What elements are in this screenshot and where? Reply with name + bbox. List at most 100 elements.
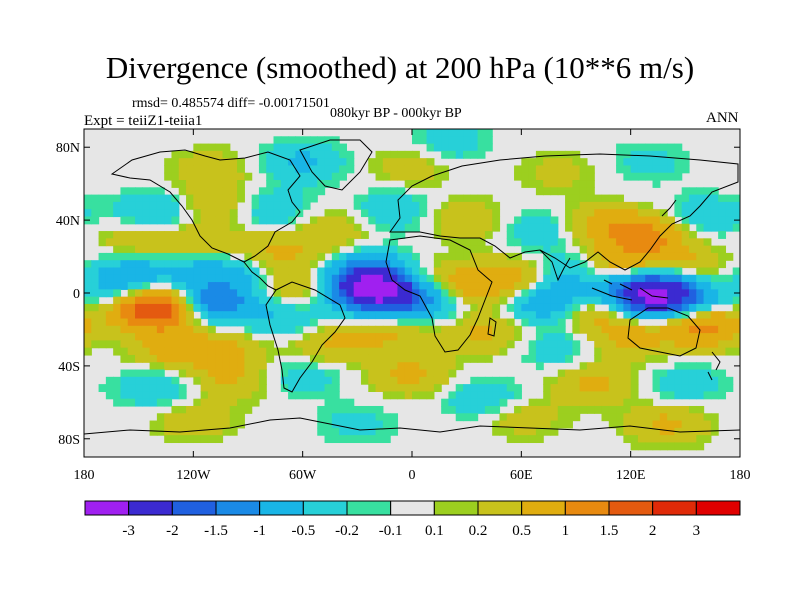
field-cell [193,362,202,371]
field-cell [426,391,435,400]
field-cell [579,289,588,298]
field-cell [499,282,508,290]
field-cell [463,209,471,218]
field-cell [280,362,289,371]
field-cell [688,296,697,305]
field-cell [448,347,457,356]
field-cell [244,369,253,378]
field-cell [572,398,581,407]
field-cell [506,413,515,422]
field-cell [681,413,690,422]
field-cell [703,347,712,356]
field-cell [594,289,603,298]
field-cell [608,405,617,414]
field-cell [499,252,508,261]
field-cell [470,391,479,400]
field-cell [667,289,675,298]
field-cell [535,216,544,225]
field-cell [229,194,238,203]
field-cell [390,238,399,247]
field-cell [659,376,668,385]
field-cell [652,267,661,276]
field-cell [608,274,617,283]
field-cell [339,354,347,363]
field-cell [215,260,224,269]
field-cell [302,136,311,145]
field-cell [288,187,296,196]
field-cell [616,376,624,385]
field-cell [608,325,617,334]
field-cell [215,311,224,320]
field-cell [266,194,275,203]
field-cell [681,158,690,167]
field-cell [616,413,624,422]
field-cell [266,209,275,218]
field-cells [84,129,740,451]
field-cell [419,369,428,378]
field-cell [309,362,318,371]
field-cell [579,209,588,218]
field-cell [200,384,209,392]
field-cell [623,420,632,429]
field-cell [142,303,151,312]
field-cell [229,405,238,414]
field-cell [637,442,646,451]
field-cell [433,289,442,298]
field-cell [382,435,391,444]
field-cell [120,398,129,407]
field-cell [550,354,559,363]
field-cell [725,347,734,356]
field-cell [127,325,136,334]
field-cell [105,376,114,385]
field-cell [426,303,435,312]
field-cell [470,347,479,356]
field-cell [535,187,544,196]
field-cell [535,150,544,159]
field-cell [528,413,537,422]
field-cell [404,391,413,400]
field-cell [237,274,245,283]
field-cell [492,384,501,392]
field-cell [426,362,435,371]
field-cell [215,354,224,363]
field-cell [142,333,151,341]
field-cell [324,398,333,407]
field-cell [273,194,282,203]
field-cell [193,180,202,188]
field-cell [448,340,457,349]
field-cell [382,369,391,378]
field-cell [302,318,311,327]
field-cell [579,158,588,167]
field-cell [113,303,122,312]
field-cell [484,194,493,203]
field-cell [412,252,420,261]
field-cell [149,325,158,334]
field-cell [616,245,624,254]
experiment-label: Expt = teiiZ1-teiia1 [84,113,203,129]
field-cell [637,340,646,349]
field-cell [601,333,610,341]
field-cell [652,354,661,363]
field-cell [688,274,697,283]
field-cell [215,245,224,254]
field-cell [412,340,420,349]
field-cell [616,427,624,436]
field-cell [630,442,639,451]
field-cell [295,267,304,276]
field-cell [441,303,450,312]
field-cell [273,180,282,188]
field-cell [594,238,603,247]
field-cell [317,354,326,363]
field-cell [258,296,267,305]
field-cell [477,150,486,159]
field-cell [207,369,216,378]
field-cell [375,311,384,320]
field-cell [484,405,493,414]
field-cell [725,289,734,298]
field-cell [419,347,428,356]
field-cell [470,267,479,276]
field-cell [178,267,187,276]
field-cell [84,318,92,327]
field-cell [535,435,544,444]
y-tick-label: 80N [56,141,80,156]
